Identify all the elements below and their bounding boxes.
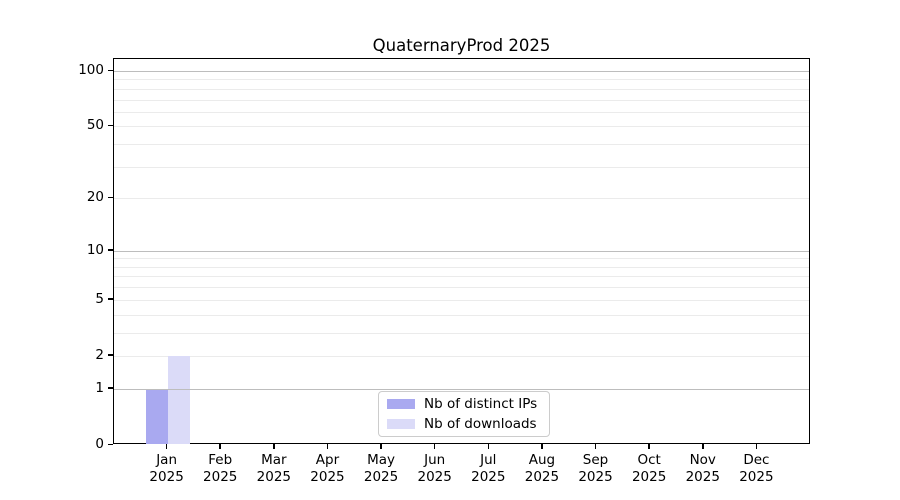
- y-gridline-minor: [114, 332, 809, 334]
- y-tick-label: 10: [86, 241, 104, 258]
- bar-nb-of-distinct-ips-jan: [145, 388, 168, 444]
- legend: Nb of distinct IPs Nb of downloads: [378, 391, 550, 437]
- x-tick-label: Apr 2025: [310, 452, 345, 485]
- y-gridline-minor: [114, 287, 809, 289]
- y-tick-mark: [108, 443, 113, 445]
- x-tick-label: Aug 2025: [524, 452, 560, 485]
- x-tick-mark: [219, 444, 221, 449]
- x-tick-mark: [541, 444, 543, 449]
- y-gridline-minor: [114, 266, 809, 268]
- x-tick-label: Mar 2025: [256, 452, 292, 485]
- x-tick-mark: [273, 444, 275, 449]
- x-tick-mark: [594, 444, 597, 449]
- y-gridline-major: [114, 250, 809, 252]
- x-tick-mark: [326, 444, 329, 449]
- y-gridline-minor: [114, 276, 809, 278]
- plot-area: [113, 58, 810, 444]
- x-tick-label: Nov 2025: [685, 452, 720, 485]
- x-tick-label: Feb 2025: [203, 452, 238, 485]
- legend-row-downloads: Nb of downloads: [387, 416, 541, 433]
- x-tick-mark: [380, 444, 382, 449]
- x-tick-mark: [648, 444, 650, 449]
- y-tick-mark: [108, 354, 113, 356]
- y-gridline-minor: [114, 355, 809, 357]
- x-tick-label: Dec 2025: [739, 452, 774, 485]
- y-tick-label: 50: [86, 117, 104, 134]
- legend-swatch-distinct-ips-icon: [387, 399, 415, 409]
- y-tick-mark: [108, 69, 113, 71]
- y-tick-mark: [108, 124, 113, 127]
- y-gridline-minor: [114, 99, 809, 101]
- y-tick-label: 100: [78, 62, 104, 78]
- x-tick-mark: [487, 444, 490, 449]
- y-tick-mark: [108, 249, 113, 251]
- x-tick-label: Jun 2025: [417, 452, 452, 485]
- y-gridline-minor: [114, 166, 809, 168]
- y-gridline-minor: [114, 144, 809, 146]
- bar-nb-of-downloads-jan: [167, 355, 190, 444]
- y-gridline-major: [114, 71, 809, 72]
- x-tick-mark: [433, 444, 436, 449]
- y-tick-label: 2: [95, 346, 104, 363]
- y-tick-mark: [108, 387, 113, 389]
- y-tick-mark: [108, 196, 113, 199]
- y-gridline-minor: [114, 79, 809, 81]
- y-gridline-minor: [114, 314, 809, 316]
- y-gridline-minor: [114, 126, 809, 128]
- y-gridline-minor: [114, 258, 809, 260]
- y-tick-label: 1: [95, 379, 104, 396]
- legend-row-distinct-ips: Nb of distinct IPs: [387, 396, 541, 413]
- y-gridline-minor: [114, 299, 809, 301]
- y-gridline-minor: [114, 88, 809, 90]
- x-tick-label: Jan 2025: [149, 452, 184, 485]
- legend-label-downloads: Nb of downloads: [424, 416, 537, 432]
- x-tick-label: Oct 2025: [631, 452, 667, 485]
- y-gridline-minor: [114, 111, 809, 113]
- x-tick-mark: [702, 444, 704, 449]
- legend-label-distinct-ips: Nb of distinct IPs: [424, 396, 538, 412]
- y-tick-label: 5: [95, 290, 104, 307]
- x-tick-label: May 2025: [363, 452, 399, 485]
- y-tick-label: 0: [95, 436, 104, 452]
- x-tick-mark: [165, 444, 168, 449]
- y-gridline-minor: [114, 198, 809, 200]
- y-tick-label: 20: [86, 189, 104, 206]
- x-tick-label: Jul 2025: [471, 452, 506, 485]
- legend-swatch-downloads-icon: [387, 419, 415, 429]
- chart-title: QuaternaryProd 2025: [372, 36, 551, 55]
- x-tick-mark: [755, 444, 758, 449]
- y-gridline-major: [114, 388, 809, 390]
- y-tick-mark: [108, 298, 113, 300]
- x-tick-label: Sep 2025: [578, 452, 613, 485]
